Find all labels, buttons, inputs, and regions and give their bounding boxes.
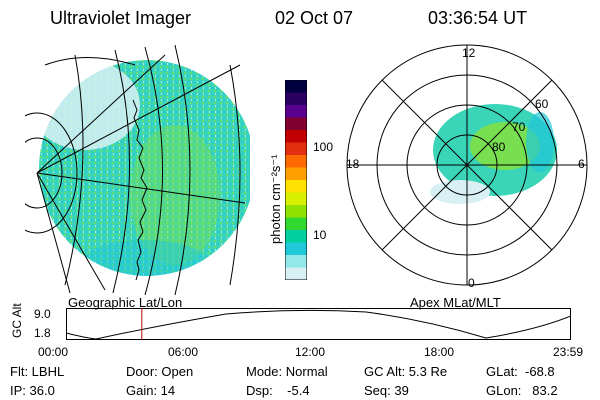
colorbar-band [285,230,307,243]
altitude-xtick-0: 00:00 [38,345,69,359]
info-gain: Gain: 14 [126,383,176,398]
mlt-label-18: 18 [346,157,360,171]
altitude-xtick-2: 12:00 [295,345,326,359]
polar-panel [346,44,588,286]
colorbar-unit-label: photon cm⁻²s⁻¹ [268,154,283,244]
altitude-ytick-low: 1.8 [34,326,51,340]
info-seq: Seq: 39 [364,383,409,398]
date-label: 02 Oct 07 [275,8,354,28]
coastline [132,99,148,281]
colorbar-tick-10: 10 [313,228,327,242]
info-door: Door: Open [126,364,194,379]
colorbar-band [285,217,307,231]
info-mode: Mode: Normal [246,364,328,379]
geographic-image-panel [25,45,250,295]
time-label: 03:36:54 UT [428,8,528,28]
mlt-label-12: 12 [462,46,476,60]
colorbar-band [285,255,307,268]
altitude-xtick-1: 06:00 [168,345,199,359]
info-gc-alt: GC Alt: 5.3 Re [364,364,448,379]
lat-label-70: 70 [512,120,526,134]
lat-label-60: 60 [535,97,549,111]
polar-label: Apex MLat/MLT [410,295,501,310]
colorbar-band [285,117,307,131]
altitude-curve [66,309,571,340]
colorbar-band [285,130,307,143]
colorbar-band [285,92,307,106]
info-filter: Flt: LBHL [10,364,65,379]
colorbar-band [285,142,307,156]
lat-label-80: 80 [492,140,506,154]
colorbar-band [285,155,307,168]
altitude-plot [66,308,571,340]
aurora-oval [430,104,557,204]
colorbar-band [285,267,307,280]
info-glon: GLon: 83.2 [486,383,558,398]
info-glat: GLat: -68.8 [486,364,555,379]
colorbar-band [285,80,307,93]
altitude-xtick-4: 23:59 [553,345,584,359]
mlt-label-6: 6 [578,157,585,171]
altitude-ylabel: GC Alt [10,303,24,338]
colorbar-band [285,205,307,218]
colorbar-band [285,192,307,206]
info-ip: IP: 36.0 [10,383,55,398]
colorbar [285,80,307,280]
colorbar-tick-100: 100 [313,140,334,154]
colorbar-band [285,180,307,193]
geographic-label: Geographic Lat/Lon [68,295,183,310]
colorbar-band [285,167,307,181]
colorbar-band [285,105,307,118]
altitude-xtick-3: 18:00 [424,345,455,359]
instrument-title: Ultraviolet Imager [50,8,192,28]
altitude-ytick-high: 9.0 [34,307,51,321]
info-dsp: Dsp: -5.4 [246,383,310,398]
mlt-label-0: 0 [468,276,475,290]
colorbar-band [285,242,307,256]
